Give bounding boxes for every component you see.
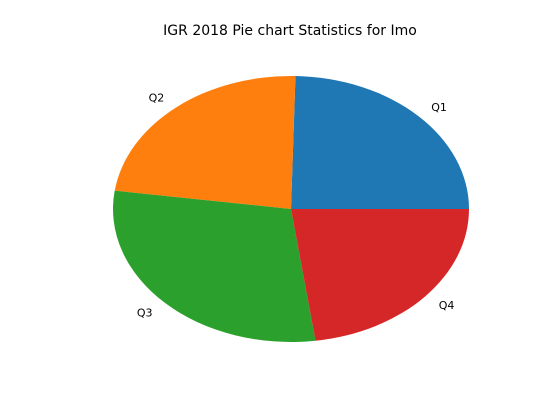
slice-label-q4: Q4: [439, 299, 455, 312]
pie-slice-q3: [113, 190, 316, 342]
pie-slice-q4: [291, 209, 469, 341]
chart-title: IGR 2018 Pie chart Statistics for Imo: [163, 23, 417, 39]
slice-label-q1: Q1: [431, 101, 447, 114]
slice-label-q3: Q3: [137, 306, 153, 319]
labels-layer: Q1 Q2 Q3 Q4: [137, 92, 455, 320]
pie-slice-q1: [291, 76, 469, 209]
slices-layer: [113, 75, 469, 342]
pie-slice-q2: [114, 75, 296, 209]
slice-label-q2: Q2: [149, 92, 165, 105]
